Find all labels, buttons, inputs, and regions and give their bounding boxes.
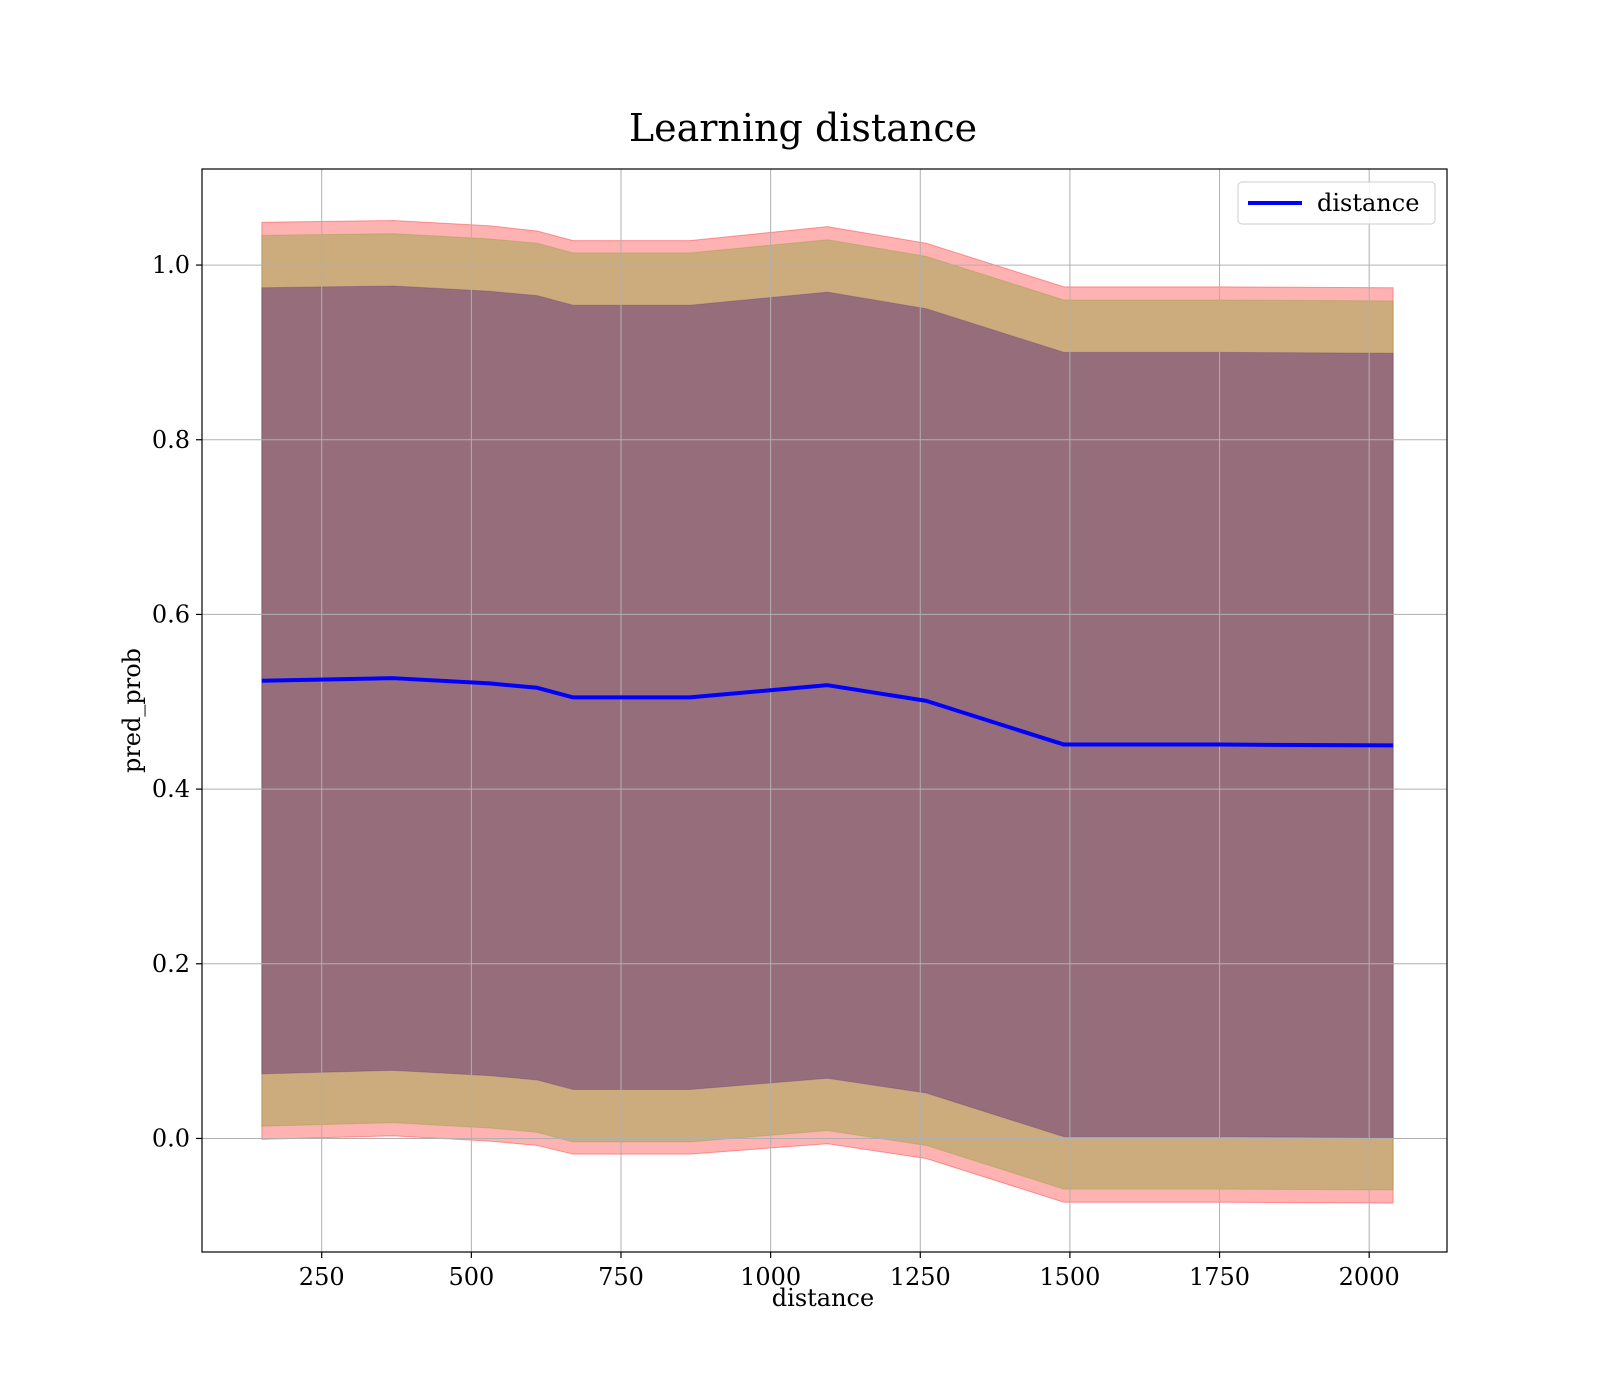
x-tick-label: 1000: [740, 1263, 801, 1291]
x-tick-label: 1250: [890, 1263, 951, 1291]
y-tick-label: 0.4: [152, 775, 190, 803]
y-axis-label: pred_prob: [118, 648, 146, 773]
chart-title: Learning distance: [629, 106, 977, 150]
plot-frame: [201, 168, 1448, 1253]
x-tick-label: 1750: [1189, 1263, 1250, 1291]
y-tick-label: 0.8: [152, 426, 190, 454]
y-tick-label: 0.2: [152, 950, 190, 978]
y-tick-label: 1.0: [152, 251, 190, 279]
legend: distance: [1237, 181, 1436, 225]
confidence-bands: [261, 220, 1394, 1204]
x-tick-label: 500: [448, 1263, 494, 1291]
y-tick-label: 0.6: [152, 600, 190, 628]
x-tick-label: 250: [299, 1263, 345, 1291]
y-tick-label: 0.0: [152, 1124, 190, 1152]
x-axis-ticks: 250 500 750 1000 1250 1500 1750 2000: [299, 1252, 1400, 1291]
x-tick-label: 2000: [1339, 1263, 1400, 1291]
band-inner: [261, 285, 1394, 1139]
x-tick-label: 1500: [1039, 1263, 1100, 1291]
y-axis-ticks: 0.0 0.2 0.4 0.6 0.8 1.0: [152, 251, 202, 1152]
grid-lines: [202, 169, 1447, 1252]
series-line-distance: [261, 676, 1394, 748]
x-tick-label: 750: [598, 1263, 644, 1291]
series-lines: [261, 676, 1394, 748]
legend-box: [1237, 181, 1436, 225]
legend-label-distance: distance: [1317, 189, 1419, 217]
x-axis-label: distance: [772, 1284, 874, 1312]
